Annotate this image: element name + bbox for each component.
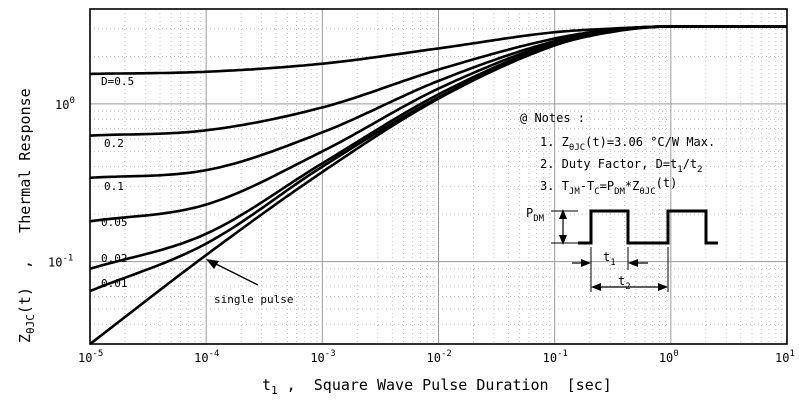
x-tick-label: 10-2 <box>427 349 452 365</box>
series-label-02: 0.2 <box>104 137 124 150</box>
pulse-diagram: PDM t1 t2 <box>526 206 718 292</box>
series-label-001: 0.01 <box>101 277 128 290</box>
t2-arrowhead-left <box>591 283 601 291</box>
series-label-01: 0.1 <box>104 180 124 193</box>
t1-arrowhead-left <box>581 259 591 267</box>
y-tick-label: 10-1 <box>48 254 73 270</box>
notes-heading: @ Notes : <box>520 111 585 125</box>
note-1: 1. ZθJC(t)=3.06 °C/W Max. <box>540 135 715 153</box>
pdm-arrowhead-top <box>559 209 567 219</box>
series-curve-single-pulse <box>89 25 787 346</box>
single-pulse-arrowhead <box>206 259 219 269</box>
pdm-arrowhead-bottom <box>559 235 567 245</box>
note-3: 3. TJM-TC=PDM*ZθJC(t) <box>540 176 677 197</box>
pdm-label: PDM <box>526 206 545 224</box>
x-tick-label: 101 <box>775 349 795 365</box>
series-label-005: 0.05 <box>101 216 128 229</box>
t2-label: t2 <box>618 274 631 292</box>
x-axis-title: t1 , Square Wave Pulse Duration [sec] <box>262 376 612 397</box>
t1-arrowhead-right <box>628 259 638 267</box>
grid-lines <box>89 8 787 345</box>
t1-label: t1 <box>603 250 616 268</box>
axis-ticks: 10-5 10-4 10-3 10-2 10-1 100 101 100 10-1 <box>48 96 795 365</box>
y-tick-label: 100 <box>55 96 75 112</box>
series-curves <box>89 25 787 346</box>
x-tick-label: 10-1 <box>543 349 568 365</box>
t2-arrowhead-right <box>658 283 668 291</box>
pulse-waveform <box>578 209 718 245</box>
x-tick-label: 10-3 <box>310 349 335 365</box>
series-label-d05: D=0.5 <box>101 75 134 88</box>
x-tick-label: 10-4 <box>194 349 219 365</box>
note-2: 2. Duty Factor, D=t1/t2 <box>540 157 703 175</box>
single-pulse-arrow <box>213 262 259 286</box>
single-pulse-label: single pulse <box>214 293 293 306</box>
y-axis-title: ZθJC(t) , Thermal Response <box>16 88 37 343</box>
series-label-002: 0.02 <box>101 252 128 265</box>
x-tick-label: 100 <box>659 349 679 365</box>
x-tick-label: 10-5 <box>78 349 103 365</box>
